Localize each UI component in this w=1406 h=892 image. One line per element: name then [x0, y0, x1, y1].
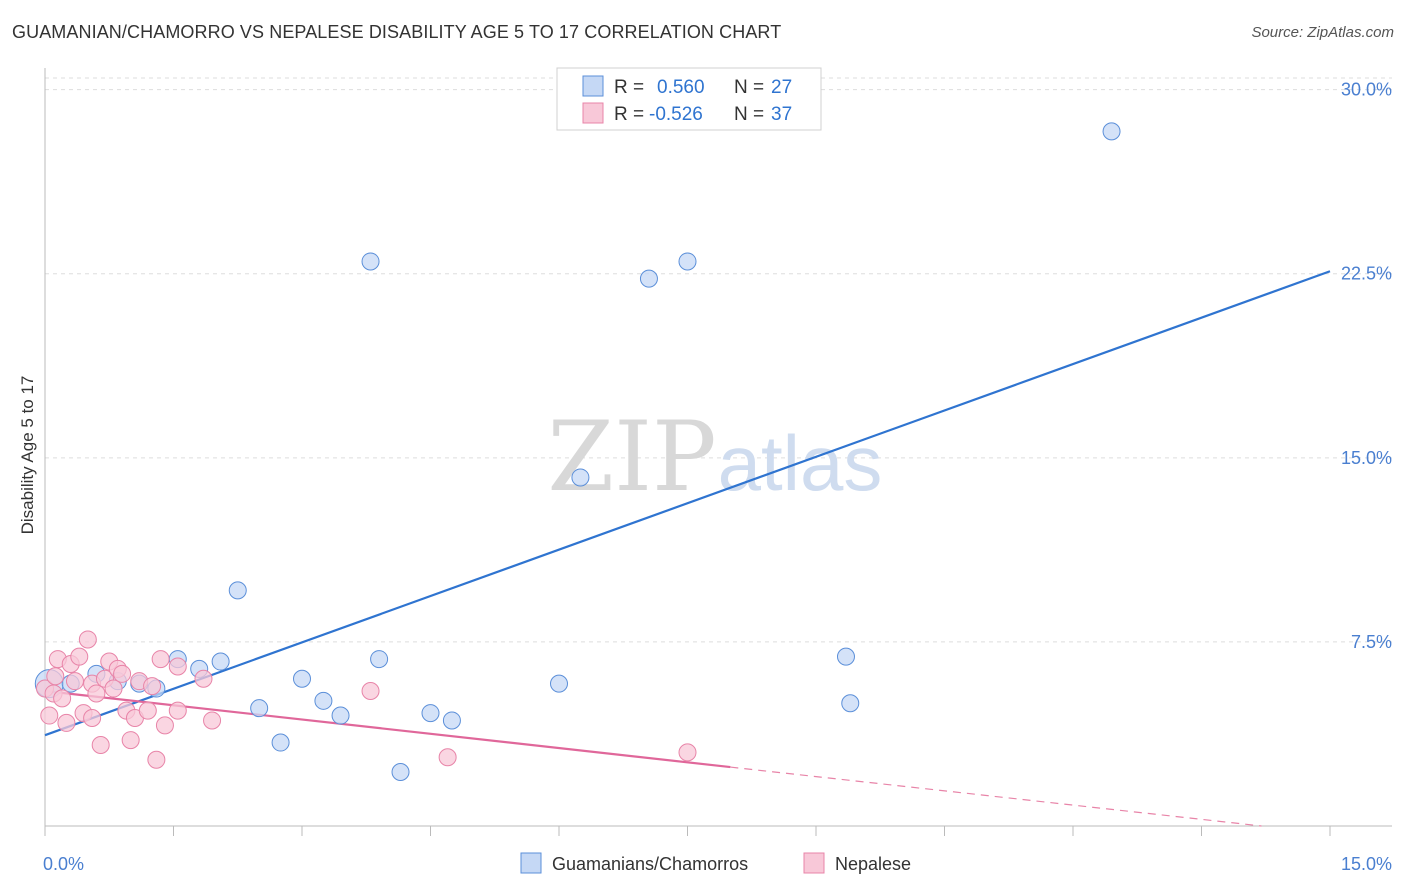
- guamanian-point-22: [639, 269, 658, 288]
- x-tick-label-0: 0.0%: [43, 854, 84, 874]
- legend-r-label-1: R =: [614, 77, 644, 98]
- guamanian-point-10: [250, 699, 269, 718]
- guamanian-point-16: [370, 650, 389, 669]
- gridlines: [45, 77, 1392, 643]
- legend-swatch-blue: [582, 75, 604, 97]
- stats-legend: R = 0.560 N = 27 R = -0.526 N = 37: [556, 67, 822, 131]
- legend-n-value-2: 37: [771, 104, 792, 125]
- nepalese-point-24: [143, 677, 162, 696]
- nepalese-point-4: [53, 689, 72, 708]
- nepalese-point-13: [91, 736, 110, 754]
- legend-swatch-pink: [582, 102, 604, 124]
- x-tick-label-1: 15.0%: [1341, 854, 1392, 874]
- nepalese-point-8: [70, 647, 89, 666]
- legend-n-label-1: N =: [734, 77, 764, 98]
- chart-title: GUAMANIAN/CHAMORRO VS NEPALESE DISABILIT…: [12, 22, 782, 42]
- series-legend-swatch-blue: [520, 852, 542, 874]
- nepalese-point-18: [113, 664, 132, 683]
- guamanian-point-18: [421, 704, 440, 723]
- guamanian-point-15: [361, 252, 380, 271]
- trend-lines: [44, 270, 1331, 827]
- legend-r-value-2: -0.526: [649, 104, 703, 125]
- watermark-zip: ZIP: [547, 401, 716, 513]
- guamanian-point-24: [836, 647, 855, 666]
- legend-r-label-2: R =: [614, 104, 644, 125]
- guamanian-point-9: [228, 581, 247, 600]
- guamanian-point-17: [391, 763, 410, 781]
- legend-r-value-1: 0.560: [657, 77, 705, 98]
- nepalese-point-35: [46, 667, 65, 686]
- y-tick-label-3: 30.0%: [1341, 80, 1392, 100]
- series-legend: Guamanians/Chamorros Nepalese: [520, 852, 911, 874]
- nepalese-point-27: [155, 716, 174, 735]
- legend-n-label-2: N =: [734, 104, 764, 125]
- guamanian-point-20: [550, 674, 568, 693]
- nepalese-point-25: [147, 750, 166, 769]
- guamanian-point-19: [442, 711, 461, 730]
- nepalese-point-1: [40, 706, 59, 725]
- y-tick-label-0: 7.5%: [1351, 632, 1392, 652]
- nepalese-point-26: [151, 650, 170, 669]
- nepalese-point-32: [361, 682, 380, 700]
- nepalese-point-10: [78, 630, 97, 649]
- nepalese-point-29: [168, 701, 187, 720]
- nepalese-point-16: [104, 679, 123, 698]
- nepalese-point-34: [678, 743, 697, 762]
- source-label: Source: ZipAtlas.com: [1251, 24, 1394, 41]
- nepalese-point-23: [138, 701, 157, 720]
- nepalese-point-7: [65, 672, 84, 691]
- watermark: ZIP atlas: [547, 401, 882, 513]
- nepalese-point-20: [121, 731, 140, 750]
- guamanian-point-25: [841, 694, 860, 713]
- nepalese-point-5: [57, 713, 76, 732]
- guamanian-point-11: [271, 733, 290, 752]
- series-legend-label-2: Nepalese: [835, 854, 911, 874]
- nepalese-point-33: [438, 748, 457, 767]
- nepalese-point-36: [83, 709, 102, 727]
- guamanian-point-26: [1102, 122, 1121, 141]
- y-tick-label-2: 22.5%: [1341, 264, 1392, 284]
- trend-line-guamanian: [44, 270, 1331, 737]
- data-points: [34, 122, 1121, 781]
- nepalese-point-28: [168, 657, 187, 676]
- tick-labels: 7.5% 15.0% 22.5% 30.0% 0.0% 15.0%: [43, 80, 1392, 874]
- nepalese-point-30: [194, 669, 213, 688]
- series-legend-label-1: Guamanians/Chamorros: [552, 854, 748, 874]
- legend-n-value-1: 27: [771, 77, 792, 98]
- trend-line-nepalese: [44, 689, 731, 769]
- trend-line-nepalese-extension: [730, 766, 1262, 827]
- nepalese-point-31: [203, 711, 222, 730]
- guamanian-point-12: [293, 669, 311, 688]
- nepalese-point-12: [87, 684, 106, 703]
- guamanian-point-21: [571, 468, 590, 487]
- guamanian-point-14: [331, 706, 350, 725]
- guamanian-point-8: [211, 652, 230, 671]
- guamanian-point-23: [678, 252, 697, 271]
- guamanian-point-13: [314, 691, 333, 710]
- y-tick-label-1: 15.0%: [1341, 448, 1392, 468]
- series-legend-swatch-pink: [803, 852, 825, 874]
- axes: [44, 68, 1392, 836]
